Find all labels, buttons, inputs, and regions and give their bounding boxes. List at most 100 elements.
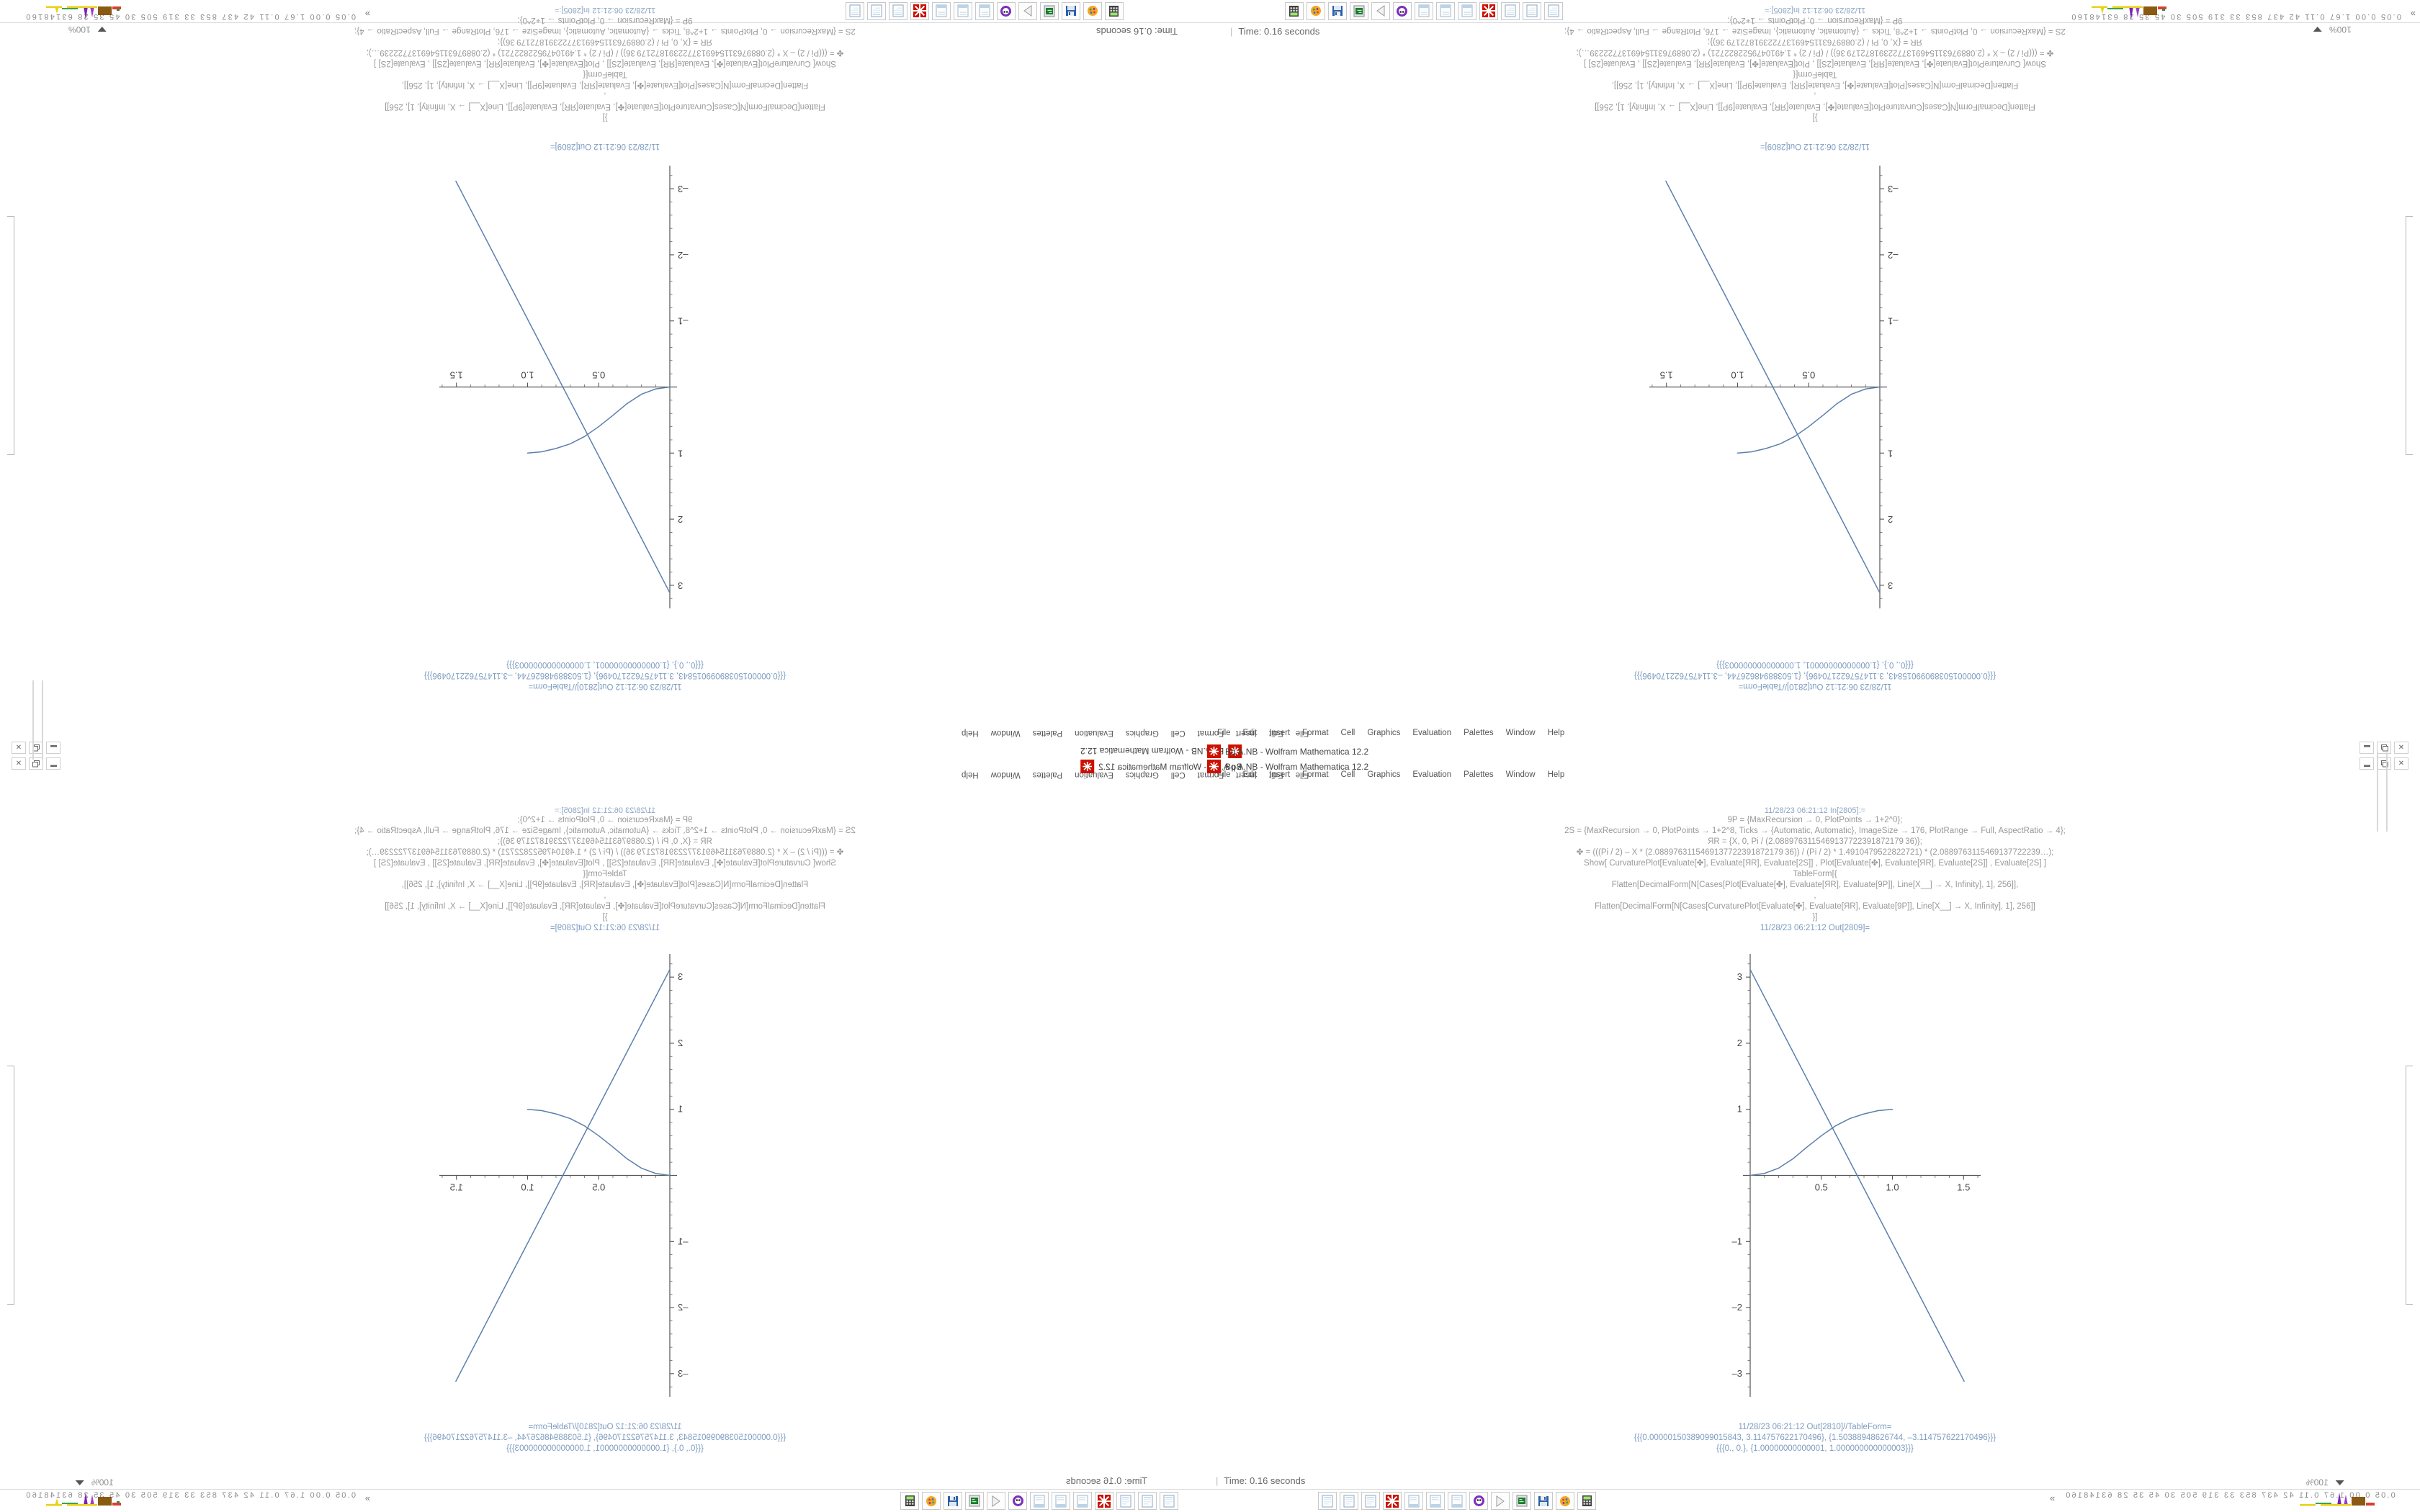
menu-item-evaluation[interactable]: Evaluation (1075, 729, 1113, 737)
window-title-row-b[interactable]: Bq A.NB - Wolfram Mathematica 12.2 (1207, 760, 1368, 773)
restore-button[interactable] (2377, 742, 2391, 754)
menu-item-edit[interactable]: Edit (1242, 729, 1258, 737)
play-icon[interactable] (1018, 2, 1037, 20)
menubar-bottom-right[interactable]: File Edit Insert Format Cell Graphics Evaluati… (1217, 770, 1564, 779)
firefox-icon[interactable] (997, 2, 1016, 20)
scrollbar-right-2[interactable] (2377, 752, 2378, 832)
scrollbar-left-2[interactable] (42, 680, 43, 760)
menu-item-insert[interactable]: Insert (1269, 770, 1291, 779)
document-icon[interactable] (889, 2, 908, 20)
mathematica-icon[interactable] (1095, 1492, 1113, 1510)
play-icon[interactable] (1371, 2, 1390, 20)
document-icon[interactable] (867, 2, 886, 20)
menu-item-format[interactable]: Format (1302, 770, 1329, 779)
terminal-icon[interactable] (1350, 2, 1368, 20)
scrollbar-left[interactable] (32, 680, 34, 760)
output-plot-q1[interactable]: –3 –2 –1 1 2 3 0.5 1.0 1.5 (432, 151, 778, 626)
cell-bracket[interactable] (2406, 216, 2413, 455)
window-title-row-a[interactable]: Bq A.NB - Wolfram Mathematica 12.2 (1207, 744, 1368, 758)
restore-button[interactable] (29, 742, 43, 754)
cell-bracket[interactable] (7, 1066, 14, 1305)
menu-item-palettes[interactable]: Palettes (1032, 770, 1063, 779)
window-controls-right-lower[interactable]: ✕ (2360, 757, 2408, 770)
notebook-icon[interactable] (1436, 2, 1455, 20)
menu-item-help[interactable]: Help (1547, 770, 1565, 779)
floppy-icon[interactable] (1328, 2, 1347, 20)
notebook-icon[interactable] (1448, 1492, 1466, 1510)
scrollbar-right[interactable] (2386, 752, 2388, 832)
taskbar-icon-group-left[interactable] (1285, 2, 1563, 20)
calculator-icon[interactable] (1105, 2, 1124, 20)
notebook-icon[interactable] (1458, 2, 1476, 20)
menu-item-graphics[interactable]: Graphics (1367, 729, 1401, 737)
terminal-icon[interactable] (965, 1492, 984, 1510)
output-plot-q4[interactable]: –3 –2 –1 1 2 3 0.5 1.0 1.5 (1642, 936, 1988, 1411)
output-plot-q2[interactable]: –3 –2 –1 1 2 3 0.5 1.0 1.5 (1642, 151, 1988, 626)
paint-icon[interactable] (1307, 2, 1325, 20)
menu-item-cell[interactable]: Cell (1170, 729, 1186, 737)
notebook-icon[interactable] (975, 2, 994, 20)
menu-item-palettes[interactable]: Palettes (1032, 729, 1063, 737)
paint-icon[interactable] (922, 1492, 941, 1510)
restore-button[interactable] (2377, 757, 2391, 770)
firefox-icon[interactable] (1008, 1492, 1027, 1510)
document-icon[interactable] (1116, 1492, 1135, 1510)
restore-button[interactable] (29, 757, 43, 770)
menu-item-window[interactable]: Window (990, 729, 1021, 737)
input-cell-q4[interactable]: 11/28/23 06:21:12 In[2805]:= 9P = {MaxRe… (1210, 806, 2420, 923)
menu-item-graphics[interactable]: Graphics (1367, 770, 1401, 779)
minimize-button[interactable] (2360, 742, 2374, 754)
floppy-icon[interactable] (1534, 1492, 1553, 1510)
output-plot-q3[interactable]: –3 –2 –1 1 2 3 0.5 1.0 1.5 (432, 936, 778, 1411)
window-title-row-a-mirror[interactable]: Bq A.NB - Wolfram Mathematica 12.2 (1080, 744, 1242, 758)
paint-icon[interactable] (1556, 1492, 1574, 1510)
floppy-icon[interactable] (944, 1492, 962, 1510)
menu-item-evaluation[interactable]: Evaluation (1412, 770, 1452, 779)
close-button[interactable]: ✕ (12, 757, 26, 770)
window-controls-left-lower[interactable]: ✕ (12, 757, 60, 770)
menu-item-graphics[interactable]: Graphics (1125, 729, 1159, 737)
input-cell-q2[interactable]: }] Flatten[DecimalForm[N[Cases[Curvature… (1210, 6, 2420, 122)
minimize-button[interactable] (46, 757, 60, 770)
menu-item-format[interactable]: Format (1302, 729, 1329, 737)
document-icon[interactable] (1340, 1492, 1358, 1510)
terminal-icon[interactable] (1512, 1492, 1531, 1510)
close-button[interactable]: ✕ (2394, 757, 2408, 770)
taskbar-icon-group-left[interactable] (900, 1492, 1178, 1510)
menu-item-file[interactable]: File (1217, 729, 1231, 737)
document-icon[interactable] (846, 2, 864, 20)
notebook-icon[interactable] (1415, 2, 1433, 20)
menu-item-cell[interactable]: Cell (1340, 770, 1355, 779)
paint-icon[interactable] (1083, 2, 1102, 20)
menu-item-palettes[interactable]: Palettes (1464, 729, 1494, 737)
minimize-button[interactable] (2360, 757, 2374, 770)
menubar-top-right[interactable]: File Edit Insert Format Cell Graphics Evaluati… (1217, 729, 1564, 737)
mathematica-icon[interactable] (1383, 1492, 1402, 1510)
notebook-icon[interactable] (1030, 1492, 1049, 1510)
document-icon[interactable] (1138, 1492, 1157, 1510)
notebook-icon[interactable] (1052, 1492, 1070, 1510)
notebook-icon[interactable] (1426, 1492, 1445, 1510)
notebook-icon[interactable] (1073, 1492, 1092, 1510)
menu-item-evaluation[interactable]: Evaluation (1412, 729, 1452, 737)
calculator-icon[interactable] (1285, 2, 1304, 20)
play-icon[interactable] (1491, 1492, 1510, 1510)
menu-item-help[interactable]: Help (962, 729, 979, 737)
mathematica-icon[interactable] (1479, 2, 1498, 20)
menu-item-window[interactable]: Window (1505, 729, 1536, 737)
cell-bracket[interactable] (7, 216, 14, 455)
document-icon[interactable] (1523, 2, 1541, 20)
document-icon[interactable] (1361, 1492, 1380, 1510)
menu-item-edit[interactable]: Edit (1242, 770, 1258, 779)
firefox-icon[interactable] (1469, 1492, 1488, 1510)
menu-item-help[interactable]: Help (1547, 729, 1565, 737)
close-button[interactable]: ✕ (12, 742, 26, 754)
minimize-button[interactable] (46, 742, 60, 754)
calculator-icon[interactable] (1577, 1492, 1596, 1510)
document-icon[interactable] (1160, 1492, 1178, 1510)
menu-item-insert[interactable]: Insert (1269, 729, 1291, 737)
document-icon[interactable] (1544, 2, 1563, 20)
input-cell-q1[interactable]: }] Flatten[DecimalForm[N[Cases[Curvature… (0, 6, 1210, 122)
document-icon[interactable] (1501, 2, 1520, 20)
window-title-row-b-mirror[interactable]: Bq A.NB - Wolfram Mathematica 12.2 (1080, 760, 1242, 773)
